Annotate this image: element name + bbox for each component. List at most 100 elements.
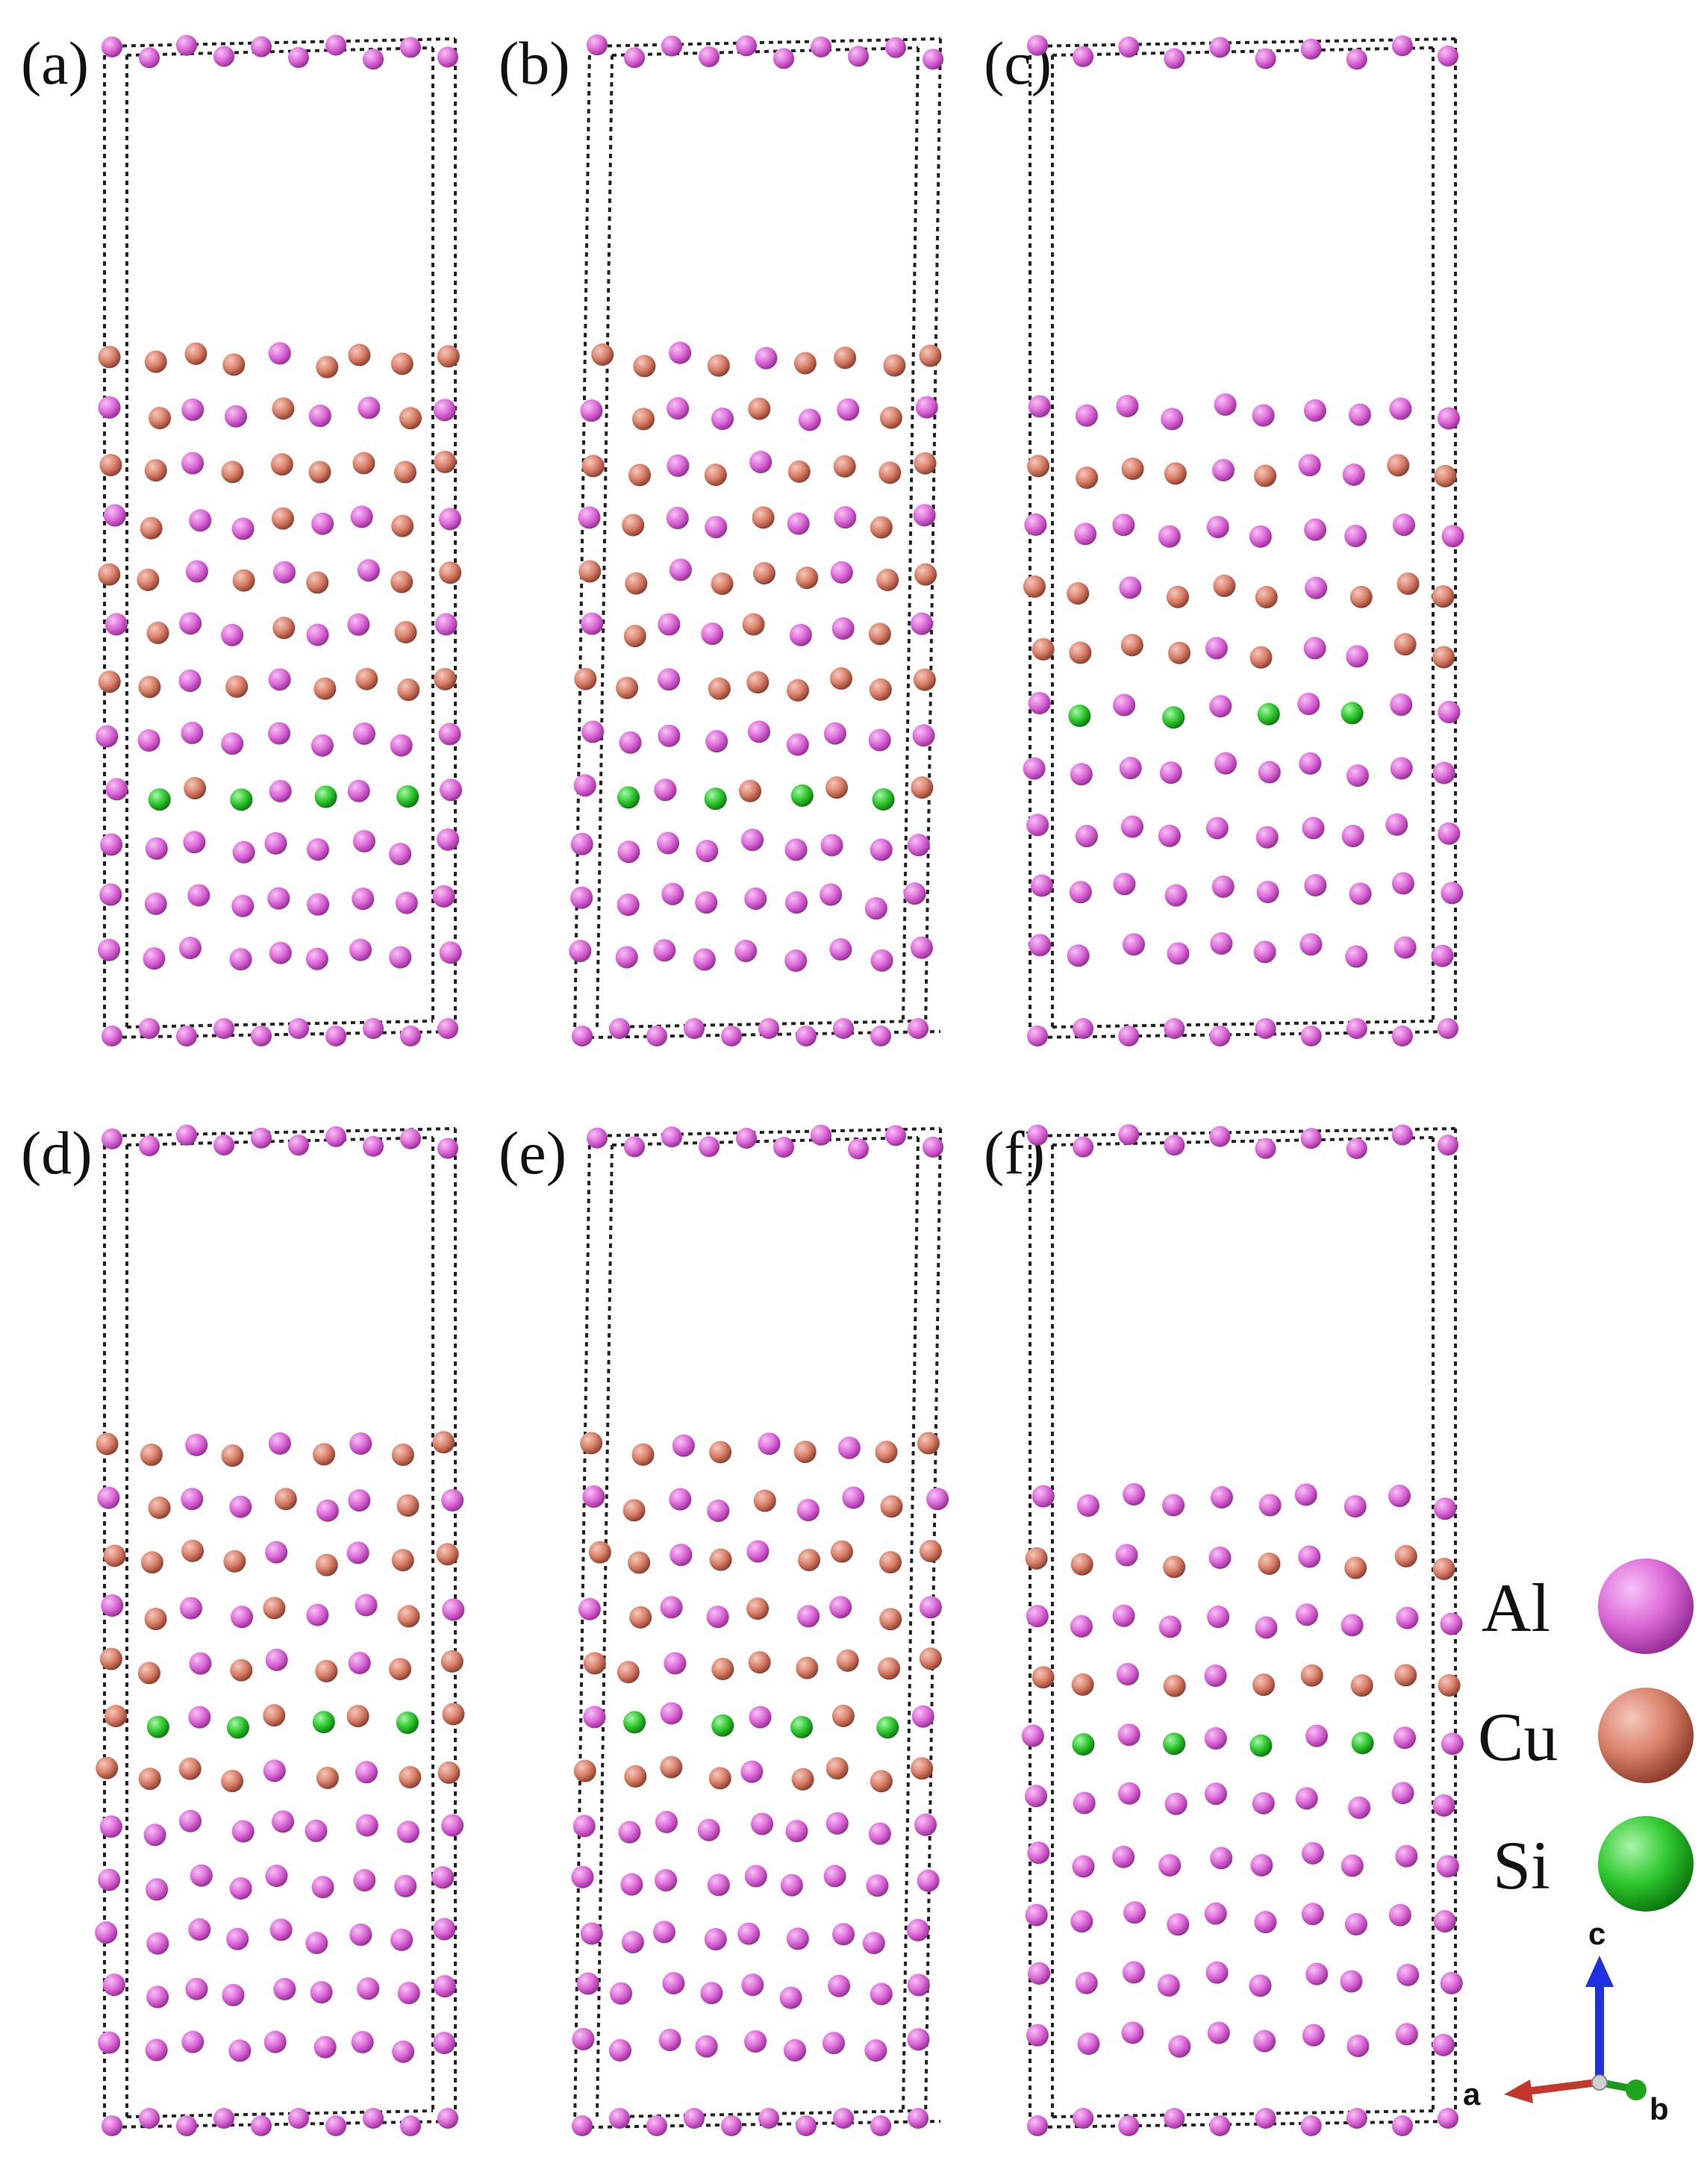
al-atom bbox=[288, 2108, 309, 2129]
al-atom bbox=[225, 405, 248, 428]
al-atom bbox=[1024, 513, 1047, 536]
cu-atom bbox=[913, 668, 936, 691]
al-atom bbox=[624, 47, 645, 69]
cu-atom bbox=[1438, 1673, 1461, 1697]
cu-atom bbox=[144, 459, 167, 482]
al-atom bbox=[1438, 2108, 1458, 2129]
b-axis-tip bbox=[1626, 2080, 1647, 2100]
cu-atom bbox=[1023, 575, 1046, 598]
cu-atom bbox=[748, 1651, 771, 1674]
cell-edge bbox=[902, 47, 920, 1022]
al-atom bbox=[829, 937, 852, 961]
cu-atom bbox=[178, 1757, 202, 1780]
al-atom bbox=[1205, 1961, 1229, 1984]
al-atom bbox=[885, 1125, 906, 1146]
al-atom bbox=[1027, 34, 1048, 56]
al-atom bbox=[1436, 1855, 1459, 1878]
al-atom bbox=[268, 722, 291, 745]
al-atom bbox=[1210, 932, 1233, 955]
al-atom bbox=[263, 1759, 286, 1782]
al-atom bbox=[1438, 1135, 1458, 1156]
cu-atom bbox=[742, 613, 765, 636]
cell-edge bbox=[596, 54, 614, 1028]
al-atom bbox=[684, 2108, 705, 2129]
al-atom bbox=[823, 722, 846, 745]
al-atom bbox=[139, 47, 160, 69]
cell-edge bbox=[573, 46, 591, 1038]
al-atom bbox=[706, 1606, 729, 1629]
cu-atom bbox=[222, 353, 246, 376]
cell-edge bbox=[1029, 1030, 1456, 1039]
al-atom bbox=[102, 36, 122, 57]
panel-c: (c) bbox=[984, 29, 1464, 1046]
al-atom bbox=[784, 838, 808, 861]
al-atom bbox=[1391, 1026, 1413, 1046]
al-atom bbox=[1121, 2021, 1144, 2044]
al-atom bbox=[268, 342, 291, 365]
al-atom bbox=[608, 2038, 631, 2062]
al-atom bbox=[143, 947, 166, 970]
al-atom bbox=[231, 1606, 254, 1629]
al-atom bbox=[1304, 874, 1327, 897]
cu-atom bbox=[834, 346, 857, 369]
al-atom bbox=[1391, 1124, 1413, 1146]
cu-atom bbox=[573, 1759, 596, 1782]
al-atom bbox=[1164, 1135, 1185, 1156]
al-atom bbox=[176, 34, 197, 56]
al-atom bbox=[908, 1018, 929, 1039]
al-atom bbox=[660, 1702, 683, 1725]
al-atom bbox=[1346, 764, 1370, 787]
al-atom bbox=[1304, 518, 1327, 541]
cu-atom bbox=[104, 1705, 128, 1728]
panel-e: (e) bbox=[499, 1119, 949, 2136]
al-atom bbox=[190, 1864, 213, 1887]
al-atom bbox=[269, 779, 292, 802]
al-atom bbox=[789, 623, 812, 646]
al-atom bbox=[1434, 1497, 1457, 1520]
al-atom bbox=[1118, 1026, 1140, 1046]
al-atom bbox=[736, 1127, 757, 1149]
legend-item-cu: Cu bbox=[1478, 1688, 1694, 1783]
al-atom bbox=[1431, 944, 1454, 967]
al-atom bbox=[139, 1018, 160, 1039]
al-atom bbox=[1344, 1913, 1367, 1936]
al-atom bbox=[751, 1812, 774, 1835]
cu-atom bbox=[631, 1443, 655, 1466]
al-atom bbox=[179, 612, 202, 635]
al-atom bbox=[325, 1026, 346, 1046]
cu-atom bbox=[98, 670, 121, 693]
al-atom bbox=[1123, 933, 1146, 956]
al-atom bbox=[183, 831, 206, 854]
al-atom bbox=[1209, 695, 1232, 718]
cu-atom bbox=[628, 1551, 651, 1574]
panel-b: (b) bbox=[499, 29, 943, 1046]
al-atom bbox=[842, 1486, 865, 1509]
cu-atom bbox=[1067, 581, 1090, 605]
al-atom bbox=[1440, 1612, 1463, 1635]
al-atom bbox=[265, 1648, 288, 1671]
al-atom bbox=[655, 1811, 678, 1834]
al-atom bbox=[573, 774, 596, 797]
al-atom bbox=[820, 834, 843, 857]
al-atom bbox=[178, 936, 202, 959]
cu-atom bbox=[1025, 1547, 1048, 1570]
al-atom bbox=[570, 832, 593, 855]
al-atom bbox=[734, 940, 758, 963]
al-atom bbox=[1118, 2115, 1140, 2136]
al-atom bbox=[349, 1924, 372, 1947]
al-atom bbox=[837, 1436, 861, 1459]
cu-atom bbox=[396, 1494, 419, 1517]
cu-atom bbox=[437, 345, 460, 368]
al-atom bbox=[144, 892, 167, 915]
al-atom bbox=[437, 828, 460, 851]
al-atom bbox=[146, 1878, 169, 1901]
al-atom bbox=[98, 396, 121, 419]
al-atom bbox=[437, 2108, 458, 2129]
cu-atom bbox=[137, 1662, 160, 1685]
al-atom bbox=[102, 1128, 122, 1149]
cu-atom bbox=[225, 675, 249, 698]
al-atom bbox=[1254, 1911, 1277, 1934]
cell-edge bbox=[126, 2109, 434, 2118]
al-atom bbox=[316, 1499, 339, 1522]
al-atom bbox=[100, 833, 123, 856]
